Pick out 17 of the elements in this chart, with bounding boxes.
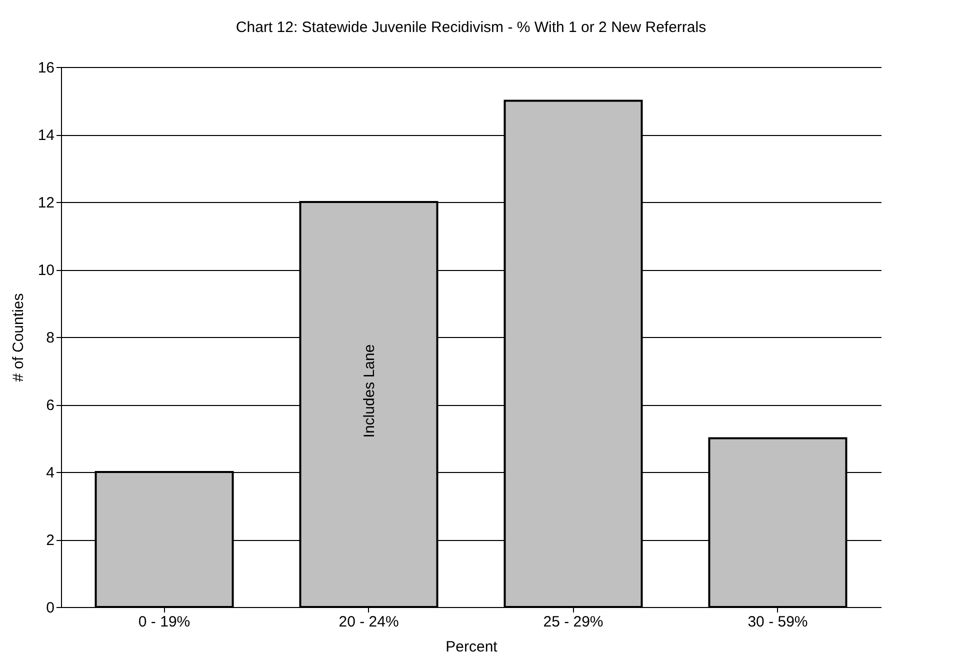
x-tick-label: 0 - 19% — [138, 614, 190, 630]
chart-title: Chart 12: Statewide Juvenile Recidivism - % With 1 or 2 New Referrals — [236, 19, 706, 36]
y-tick-label: 0 — [46, 600, 54, 616]
y-tick-label: 10 — [38, 262, 54, 279]
annotation: Includes Lane — [360, 344, 378, 438]
y-tick-label: 14 — [38, 127, 54, 144]
y-tick-label: 12 — [38, 194, 54, 212]
y-axis-title: # of Counties — [10, 293, 27, 382]
x-tick-label: 25 - 29% — [543, 614, 604, 630]
x-axis-title: Percent — [446, 638, 498, 656]
y-tick-label: 6 — [46, 397, 54, 414]
y-tick-label: 16 — [38, 60, 54, 76]
x-tick-label: 20 - 24% — [338, 614, 399, 630]
y-tick-label: 4 — [46, 464, 54, 482]
y-tick-label: 2 — [46, 532, 54, 549]
x-tick-label: 30 - 59% — [748, 614, 808, 630]
y-tick-label: 8 — [46, 330, 54, 346]
